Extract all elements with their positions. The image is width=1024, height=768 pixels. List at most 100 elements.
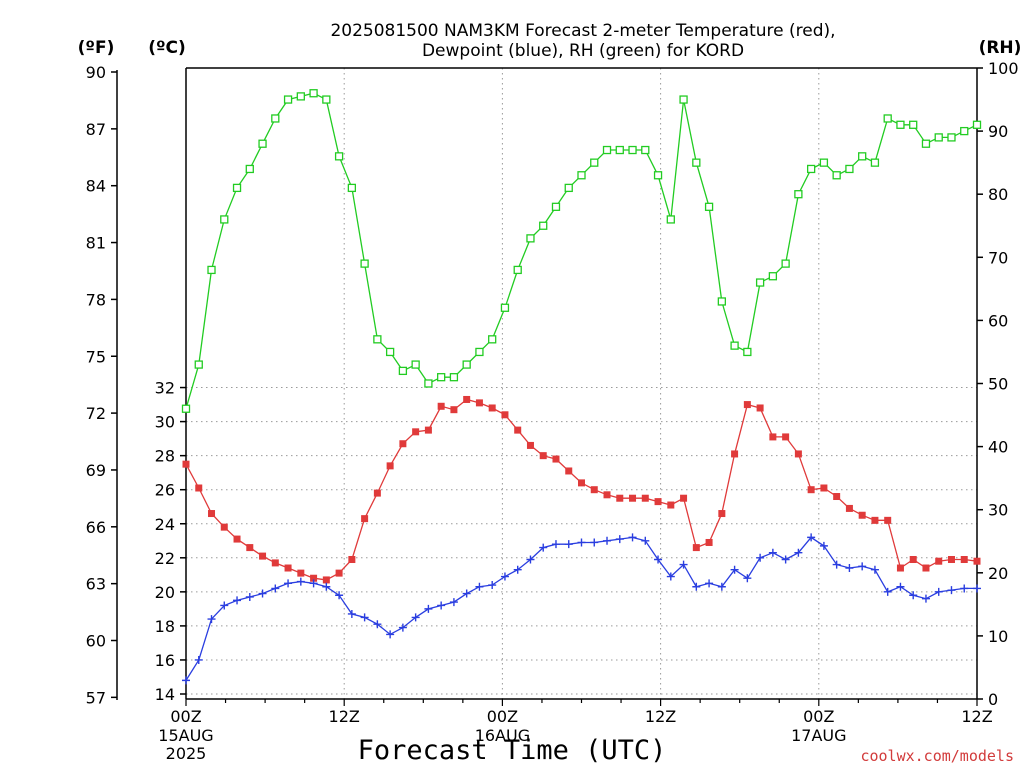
dewpoint-point (526, 555, 535, 564)
dewpoint-point (233, 596, 242, 605)
x-tick-label: 00Z (487, 707, 518, 726)
rh-point (513, 265, 522, 275)
dewpoint-point (577, 538, 586, 547)
temperature-point (539, 452, 547, 460)
temperature-point (782, 433, 790, 441)
dewpoint-point (934, 587, 943, 596)
celsius-tick-label: 22 (155, 549, 175, 568)
rh-point (296, 92, 305, 101)
dewpoint-point (679, 560, 688, 569)
rh-point (373, 335, 382, 344)
temperature-point (348, 556, 356, 564)
temperature-point (233, 535, 241, 543)
rh-tick-label: 20 (988, 564, 1008, 583)
rh-point (819, 158, 829, 167)
temperature-point (578, 479, 585, 487)
dewpoint-point (500, 572, 509, 581)
rh-point (564, 183, 573, 193)
rh-point (717, 297, 726, 306)
temperature-point (884, 516, 892, 524)
fahrenheit-tick-label: 66 (86, 518, 106, 537)
rh-point (437, 373, 446, 382)
dewpoint-point (641, 536, 650, 545)
rh-point (347, 183, 357, 193)
celsius-tick-label: 14 (155, 685, 175, 704)
temperature-point (437, 402, 445, 410)
rh-point (628, 145, 637, 155)
rh-point (207, 265, 216, 275)
dewpoint-point (386, 630, 395, 639)
temperature-point (654, 498, 662, 506)
celsius-tick-label: 18 (155, 617, 175, 636)
rh-point (590, 158, 599, 167)
rh-point (909, 120, 918, 129)
temperature-point (399, 440, 407, 448)
temperature-point (514, 426, 522, 434)
rh-point (449, 373, 459, 382)
series-temperature (182, 395, 981, 584)
temperature-point (259, 552, 267, 560)
dewpoint-point (207, 615, 216, 624)
dewpoint-point (462, 589, 471, 598)
rh-point (653, 171, 663, 180)
dewpoint-point (513, 565, 522, 574)
credit-link[interactable]: coolwx.com/models (860, 747, 1014, 765)
temperature-point (501, 411, 509, 419)
fahrenheit-tick-label: 87 (86, 120, 106, 139)
rh-point (526, 234, 535, 243)
dewpoint-point (271, 584, 280, 593)
dewpoint-point (768, 548, 777, 557)
temperature-point (616, 494, 624, 502)
dewpoint-point (692, 582, 701, 591)
rh-tick-label: 40 (988, 438, 1008, 457)
fahrenheit-tick-label: 57 (86, 688, 106, 707)
temperature-point (424, 426, 432, 434)
rh-point (475, 347, 484, 357)
rh-point (947, 133, 956, 142)
celsius-tick-label: 20 (155, 583, 175, 602)
rh-point (921, 139, 931, 148)
temperature-point (718, 510, 726, 518)
rh-point (322, 95, 331, 104)
rh-point (309, 89, 318, 98)
temperature-point (590, 486, 598, 494)
dewpoint-line (185, 536, 977, 681)
dewpoint-point (194, 655, 203, 664)
rh-point (896, 120, 905, 129)
fahrenheit-tick-label: 75 (86, 347, 106, 366)
temperature-point (667, 501, 675, 509)
rh-point (768, 272, 778, 281)
rh-point (283, 95, 293, 104)
temperature-point (195, 484, 203, 492)
rh-point (334, 152, 344, 161)
x-axis-label: Forecast Time (UTC) (358, 735, 667, 766)
fahrenheit-tick-label: 84 (86, 177, 106, 196)
temperature-point (909, 556, 917, 564)
dewpoint-point (398, 623, 407, 632)
celsius-tick-label: 32 (155, 379, 175, 398)
temperature-point (858, 511, 866, 519)
temperature-point (526, 441, 534, 449)
chart-title-line1: 2025081500 NAM3KM Forecast 2-meter Tempe… (330, 21, 835, 41)
x-tick-label: 12Z (645, 707, 676, 726)
dewpoint-point (896, 582, 905, 591)
temperature-point (769, 433, 777, 441)
dewpoint-point (615, 535, 624, 544)
temperature-point (463, 395, 471, 403)
temperature-point (807, 486, 815, 494)
temperature-point (871, 516, 879, 524)
series-dewpoint (182, 533, 981, 685)
temperature-point (922, 564, 930, 572)
temperature-point (373, 489, 381, 497)
x-tick-label: 12Z (329, 707, 360, 726)
dewpoint-point (756, 553, 765, 562)
rh-point (385, 347, 395, 357)
temperature-point (705, 538, 713, 546)
temperature-point (973, 557, 981, 565)
fahrenheit-tick-label: 78 (86, 290, 106, 309)
rh-point (755, 278, 765, 287)
rh-point (615, 145, 624, 155)
dewpoint-point (666, 572, 675, 581)
rh-point (704, 202, 714, 211)
dewpoint-point (654, 555, 663, 564)
